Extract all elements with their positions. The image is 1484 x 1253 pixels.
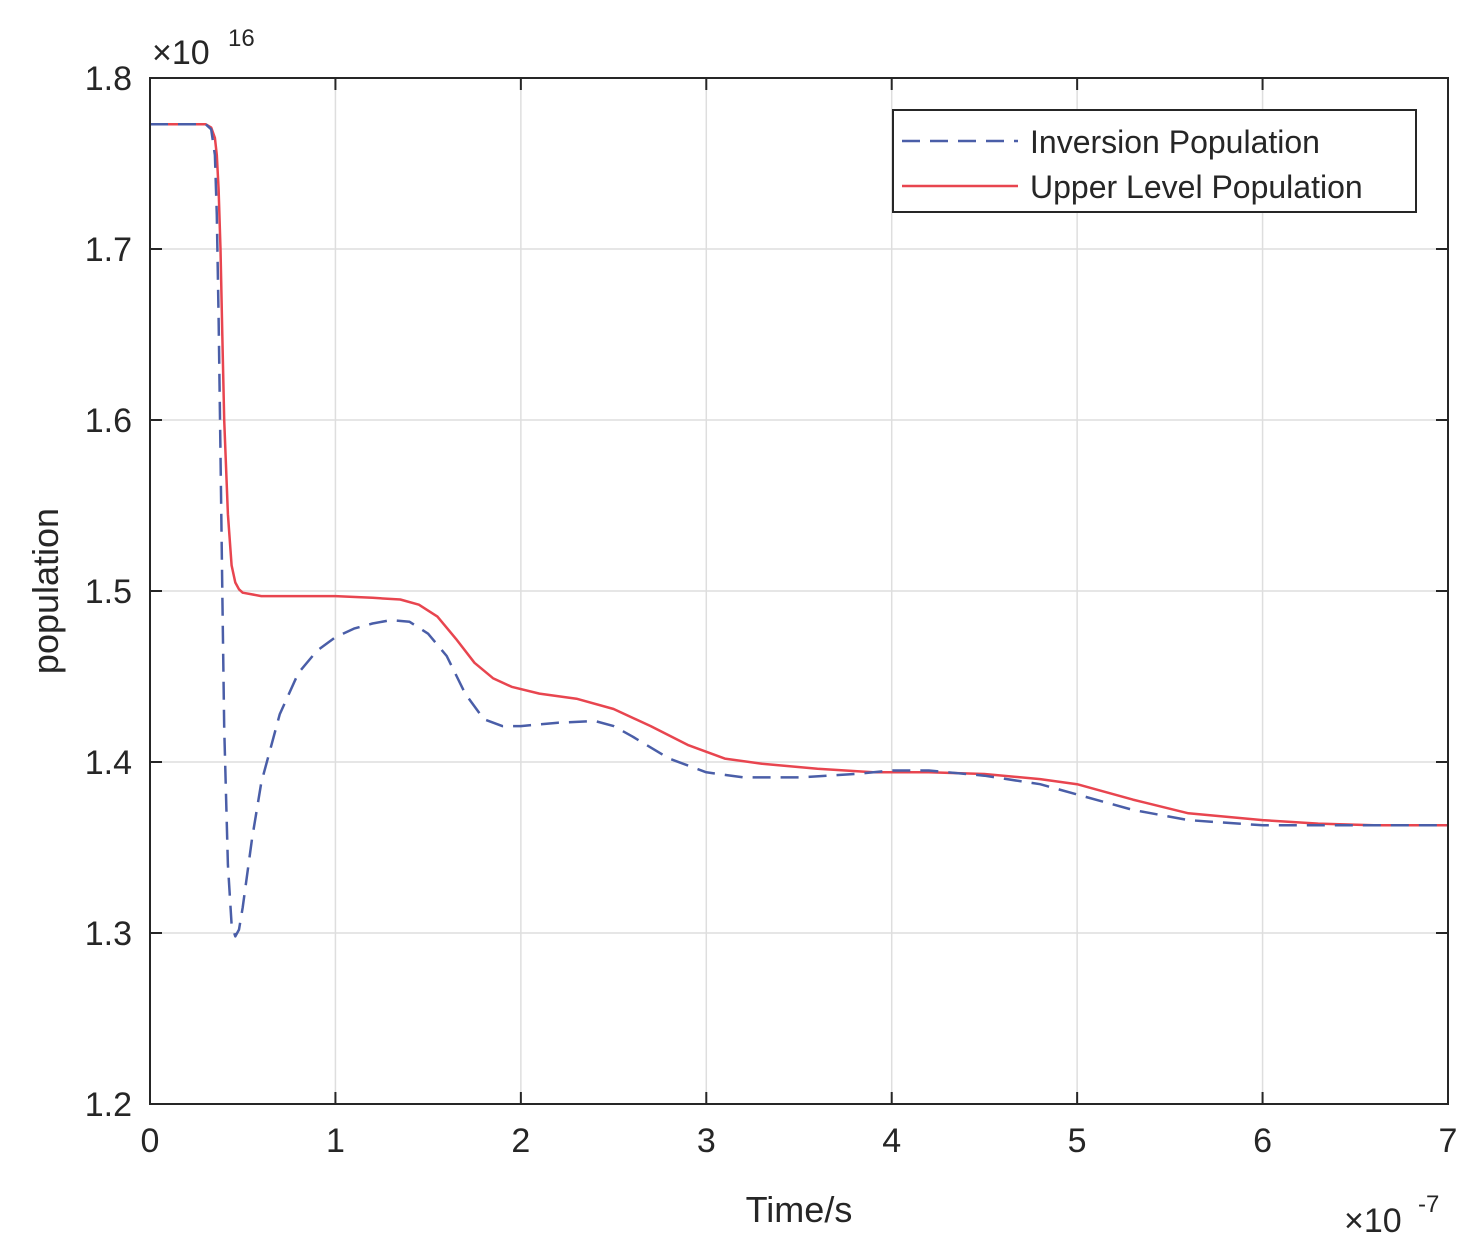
x-tick-label: 1 bbox=[326, 1122, 345, 1160]
legend-box bbox=[892, 109, 1417, 213]
x-multiplier-base: ×10 bbox=[1344, 1202, 1402, 1240]
y-tick-label: 1.5 bbox=[85, 573, 132, 611]
y-tick-label: 1.2 bbox=[85, 1086, 132, 1124]
y-tick-label: 1.3 bbox=[85, 915, 132, 953]
y-tick-label: 1.7 bbox=[85, 231, 132, 269]
x-tick-label: 3 bbox=[697, 1122, 716, 1160]
y-multiplier-base: ×10 bbox=[152, 34, 210, 72]
series-layer bbox=[150, 122, 1448, 938]
x-tick-label: 4 bbox=[882, 1122, 901, 1160]
x-tick-label: 5 bbox=[1068, 1122, 1087, 1160]
y-tick-label: 1.4 bbox=[85, 744, 132, 782]
x-tick-label: 2 bbox=[511, 1122, 530, 1160]
series-line-upper-level-population bbox=[150, 122, 1448, 827]
y-tick-label: 1.8 bbox=[85, 60, 132, 98]
y-multiplier: ×10 16 bbox=[152, 25, 255, 72]
y-multiplier-exponent: 16 bbox=[228, 25, 255, 52]
legend: Inversion Population Upper Level Populat… bbox=[892, 109, 1417, 213]
x-tick-label: 0 bbox=[141, 1122, 160, 1160]
x-multiplier-exponent: -7 bbox=[1418, 1191, 1439, 1218]
y-axis-title: population bbox=[25, 508, 66, 674]
ticks bbox=[149, 77, 1449, 1105]
x-tick-label: 6 bbox=[1253, 1122, 1272, 1160]
x-multiplier: ×10 -7 bbox=[1344, 1191, 1439, 1240]
x-axis-title: Time/s bbox=[746, 1189, 853, 1230]
grid bbox=[150, 78, 1448, 1104]
y-tick-label: 1.6 bbox=[85, 402, 132, 440]
legend-label-inversion: Inversion Population bbox=[1030, 124, 1320, 160]
tick-labels: 0 1 2 3 4 5 6 7 1.2 1.3 1.4 1.5 1.6 1.7 1.8 bbox=[85, 60, 1458, 1160]
legend-label-upper-level: Upper Level Population bbox=[1030, 169, 1363, 205]
series-line-inversion-population bbox=[150, 122, 1448, 938]
x-tick-label: 7 bbox=[1439, 1122, 1458, 1160]
